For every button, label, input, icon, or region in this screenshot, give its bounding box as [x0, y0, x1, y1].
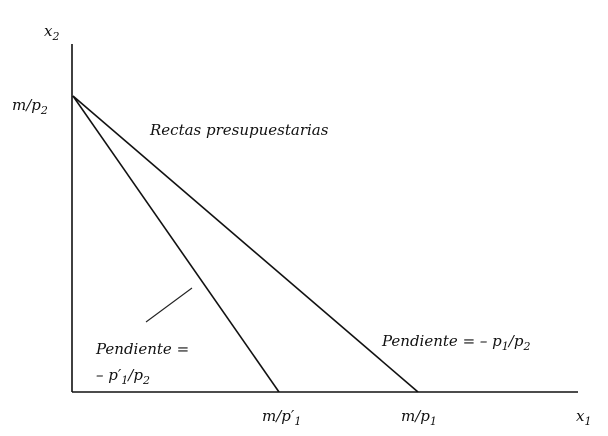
slope-new-label-line2: – p′1/p2	[96, 366, 150, 387]
budget-lines-title: Rectas presupuestarias	[149, 121, 329, 139]
slope-original-label: Pendiente = – p1/p2	[381, 332, 530, 353]
budget-line-new	[72, 95, 280, 393]
y-axis-label: x2	[44, 22, 59, 43]
slope-pointer-line	[145, 287, 193, 323]
x-axis-label: x1	[576, 407, 591, 428]
slope-new-label-line1: Pendiente =	[95, 340, 189, 358]
x-intercept-original-label: m/p1	[401, 407, 437, 428]
budget-line-original	[72, 95, 419, 393]
y-intercept-label: m/p2	[12, 96, 48, 117]
x-intercept-new-label: m/p′1	[262, 407, 301, 428]
